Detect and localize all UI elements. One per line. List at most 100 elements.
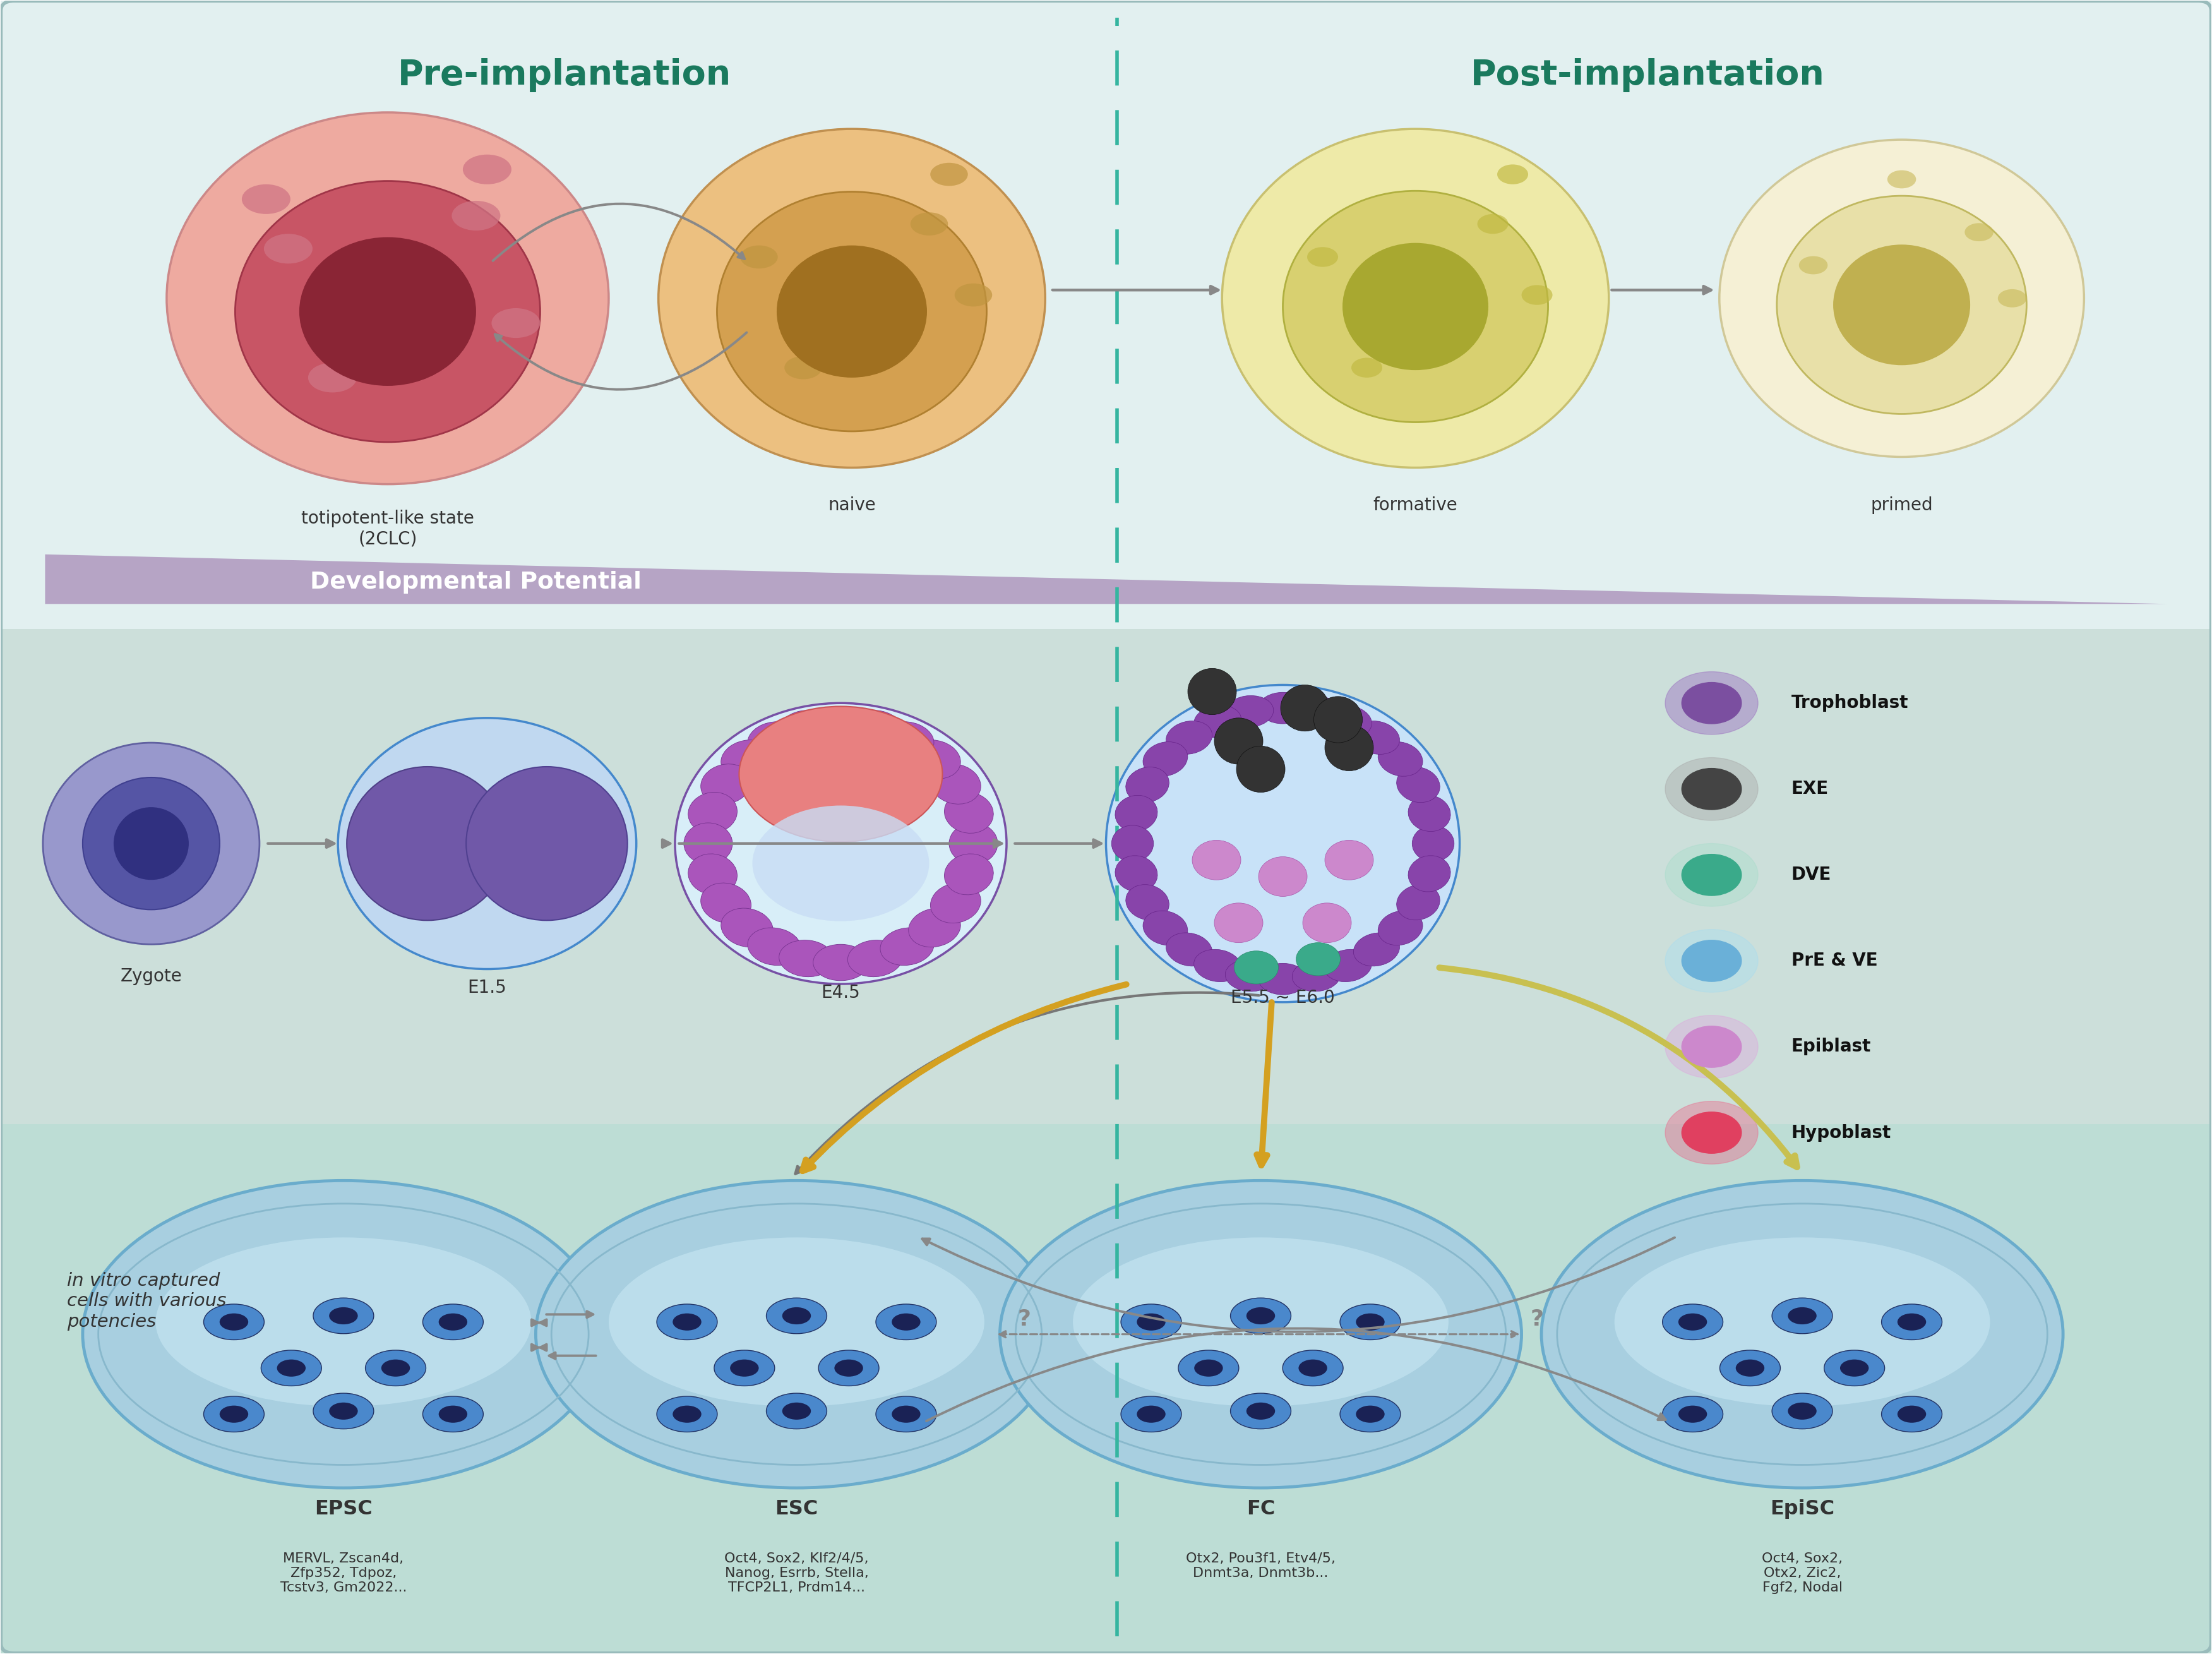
Ellipse shape	[847, 710, 902, 748]
Ellipse shape	[1281, 685, 1329, 731]
Ellipse shape	[365, 1350, 427, 1386]
Ellipse shape	[1325, 949, 1371, 982]
Text: primed: primed	[1871, 496, 1933, 514]
Ellipse shape	[1314, 696, 1363, 743]
Text: Pre-implantation: Pre-implantation	[398, 58, 732, 93]
Ellipse shape	[1666, 844, 1759, 906]
Ellipse shape	[1283, 190, 1548, 422]
Ellipse shape	[1237, 746, 1285, 792]
Ellipse shape	[1221, 129, 1608, 468]
Text: naive: naive	[827, 496, 876, 514]
Ellipse shape	[847, 939, 902, 978]
Ellipse shape	[956, 283, 993, 306]
Ellipse shape	[1137, 1406, 1166, 1422]
Ellipse shape	[204, 1303, 263, 1340]
Ellipse shape	[307, 362, 356, 392]
Text: Oct4, Sox2, Klf2/4/5,
Nanog, Esrrb, Stella,
TFCP2L1, Prdm14...: Oct4, Sox2, Klf2/4/5, Nanog, Esrrb, Stel…	[723, 1553, 869, 1594]
Ellipse shape	[1772, 1393, 1832, 1429]
Text: Post-implantation: Post-implantation	[1471, 58, 1825, 93]
Ellipse shape	[1259, 963, 1307, 994]
Ellipse shape	[1179, 1350, 1239, 1386]
Ellipse shape	[1245, 1307, 1274, 1325]
Text: EXE: EXE	[1792, 781, 1829, 797]
Ellipse shape	[785, 356, 823, 379]
Bar	[0, 1125, 2212, 1652]
Ellipse shape	[347, 767, 509, 920]
Ellipse shape	[422, 1396, 482, 1432]
Ellipse shape	[1354, 933, 1400, 966]
Ellipse shape	[1214, 903, 1263, 943]
Ellipse shape	[1126, 767, 1170, 802]
Ellipse shape	[1522, 284, 1553, 304]
Ellipse shape	[1898, 1313, 1927, 1330]
Ellipse shape	[739, 706, 942, 842]
Text: MERVL, Zscan4d,
Zfp352, Tdpoz,
Tcstv3, Gm2022...: MERVL, Zscan4d, Zfp352, Tdpoz, Tcstv3, G…	[281, 1553, 407, 1594]
Ellipse shape	[1121, 1396, 1181, 1432]
Ellipse shape	[752, 805, 929, 921]
Ellipse shape	[1882, 1396, 1942, 1432]
Text: Trophoblast: Trophoblast	[1792, 695, 1909, 711]
Ellipse shape	[1396, 885, 1440, 920]
Ellipse shape	[1666, 1102, 1759, 1164]
Ellipse shape	[1666, 758, 1759, 820]
Ellipse shape	[1234, 951, 1279, 984]
Ellipse shape	[1542, 1181, 2064, 1489]
Ellipse shape	[155, 1237, 531, 1406]
Ellipse shape	[1194, 1360, 1223, 1376]
Ellipse shape	[1106, 685, 1460, 1002]
Ellipse shape	[1144, 911, 1188, 944]
Ellipse shape	[1719, 139, 2084, 457]
Ellipse shape	[1681, 683, 1741, 724]
Ellipse shape	[891, 1313, 920, 1330]
Ellipse shape	[1325, 705, 1371, 738]
Ellipse shape	[113, 807, 188, 880]
Ellipse shape	[891, 1406, 920, 1422]
Ellipse shape	[1840, 1360, 1869, 1376]
Ellipse shape	[438, 1406, 467, 1422]
Ellipse shape	[1681, 1025, 1741, 1067]
Ellipse shape	[783, 1403, 812, 1419]
Ellipse shape	[1000, 1181, 1522, 1489]
Ellipse shape	[1411, 825, 1453, 862]
Text: PrE & VE: PrE & VE	[1792, 953, 1878, 969]
Ellipse shape	[931, 883, 980, 923]
Ellipse shape	[219, 1406, 248, 1422]
Ellipse shape	[1144, 741, 1188, 776]
Ellipse shape	[166, 112, 608, 485]
Ellipse shape	[1787, 1403, 1816, 1419]
Ellipse shape	[1115, 796, 1157, 832]
Ellipse shape	[1681, 853, 1741, 895]
Ellipse shape	[783, 1307, 812, 1325]
Ellipse shape	[1340, 1303, 1400, 1340]
Text: E5.5 ~ E6.0: E5.5 ~ E6.0	[1230, 989, 1334, 1007]
Text: Hypoblast: Hypoblast	[1792, 1123, 1891, 1141]
Ellipse shape	[1137, 1313, 1166, 1330]
Ellipse shape	[911, 212, 949, 235]
Ellipse shape	[1997, 289, 2026, 308]
Ellipse shape	[717, 192, 987, 432]
Ellipse shape	[1214, 718, 1263, 764]
Ellipse shape	[1292, 959, 1340, 991]
Ellipse shape	[818, 1350, 878, 1386]
Ellipse shape	[779, 710, 834, 748]
Ellipse shape	[701, 883, 752, 923]
Ellipse shape	[1110, 825, 1152, 862]
Ellipse shape	[299, 237, 476, 385]
Ellipse shape	[1663, 1396, 1723, 1432]
Ellipse shape	[380, 1360, 409, 1376]
Text: Otx2, Pou3f1, Etv4/5,
Dnmt3a, Dnmt3b...: Otx2, Pou3f1, Etv4/5, Dnmt3a, Dnmt3b...	[1186, 1553, 1336, 1580]
Ellipse shape	[721, 908, 772, 948]
Ellipse shape	[263, 233, 312, 263]
Ellipse shape	[1663, 1303, 1723, 1340]
Ellipse shape	[1073, 1237, 1449, 1406]
Text: formative: formative	[1374, 496, 1458, 514]
Ellipse shape	[1245, 1403, 1274, 1419]
Text: E1.5: E1.5	[467, 979, 507, 997]
Ellipse shape	[1283, 1350, 1343, 1386]
Ellipse shape	[909, 739, 960, 779]
Ellipse shape	[338, 718, 637, 969]
Ellipse shape	[1121, 1303, 1181, 1340]
Ellipse shape	[1343, 243, 1489, 370]
Text: Epiblast: Epiblast	[1792, 1039, 1871, 1055]
Ellipse shape	[1356, 1406, 1385, 1422]
